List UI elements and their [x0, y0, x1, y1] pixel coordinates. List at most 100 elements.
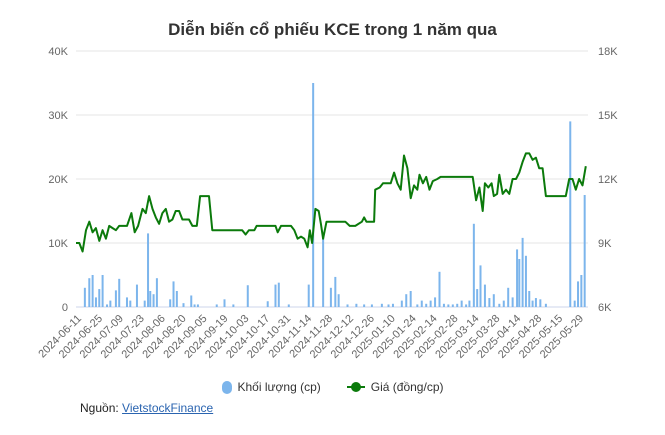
volume-bar [429, 300, 432, 307]
volume-bar [98, 289, 101, 307]
legend-item-volume[interactable]: Khối lượng (cp) [221, 380, 321, 394]
volume-bar [135, 284, 138, 307]
volume-bar [569, 121, 572, 308]
legend-label-price: Giá (đồng/cp) [370, 380, 444, 394]
volume-bar [400, 300, 403, 307]
y-left-tick-label: 10K [48, 238, 68, 250]
y-left-tick-label: 30K [48, 110, 68, 122]
volume-bar [232, 304, 235, 307]
volume-bar [511, 297, 514, 307]
volume-bar [125, 297, 128, 307]
volume-bar [524, 255, 527, 307]
volume-bar [363, 304, 366, 307]
volume-bar [266, 301, 269, 307]
volume-bar [468, 300, 471, 307]
volume-bar [101, 275, 104, 307]
volume-bar [405, 294, 408, 307]
volume-bar [438, 271, 441, 307]
volume-bar [215, 304, 218, 307]
volume-bar [583, 195, 586, 307]
volume-bar [580, 275, 583, 307]
volume-bar [334, 276, 337, 307]
volume-bar [91, 275, 94, 307]
source-credit: Nguồn: VietstockFinance [80, 401, 213, 415]
volume-bar [355, 303, 358, 307]
source-link[interactable]: VietstockFinance [122, 401, 214, 415]
volume-bar [149, 291, 152, 307]
volume-bar [193, 304, 196, 307]
price-legend-marker [346, 382, 365, 392]
volume-bar [380, 303, 383, 307]
volume-bar [246, 285, 249, 307]
volume-bar [223, 299, 226, 307]
volume-bar [329, 287, 332, 307]
volume-bar [274, 284, 277, 307]
volume-legend-marker [221, 380, 232, 394]
y-left-tick-label: 40K [48, 46, 68, 58]
volume-bar [420, 300, 423, 307]
volume-bar [492, 294, 495, 307]
volume-bar [322, 236, 325, 307]
y-right-tick-label: 6K [598, 302, 612, 314]
volume-bar [114, 290, 117, 307]
volume-bar [337, 294, 340, 307]
volume-bar [190, 295, 193, 307]
volume-bar [277, 282, 280, 307]
y-left-tick-label: 0 [62, 302, 68, 314]
volume-bar [465, 304, 468, 307]
volume-bar [370, 304, 373, 307]
volume-bar [483, 284, 486, 307]
volume-bar [409, 291, 412, 307]
volume-bar [287, 304, 290, 307]
volume-bar [479, 265, 482, 307]
volume-bar [169, 299, 172, 307]
y-right-tick-label: 15K [598, 110, 618, 122]
volume-bar [143, 300, 146, 307]
volume-bar [472, 223, 475, 307]
volume-bar [544, 303, 547, 307]
volume-bar [147, 233, 150, 307]
legend-label-volume: Khối lượng (cp) [237, 380, 321, 394]
volume-bar [312, 83, 315, 307]
volume-bar [182, 303, 185, 307]
volume-bar [516, 249, 519, 307]
volume-bar [434, 297, 437, 307]
volume-bar [498, 303, 501, 307]
volume-bar [460, 300, 463, 307]
volume-bar [451, 304, 454, 307]
volume-bar [531, 300, 534, 307]
volume-bar [155, 278, 158, 307]
volume-bar [577, 281, 580, 307]
volume-bar [94, 297, 97, 307]
chart-legend: Khối lượng (cp) Giá (đồng/cp) [0, 380, 665, 394]
volume-bar [307, 284, 310, 307]
y-right-tick-label: 9K [598, 238, 612, 250]
volume-bar [456, 303, 459, 307]
volume-bar [521, 237, 524, 307]
volume-bar [416, 304, 419, 307]
volume-bar [528, 291, 531, 307]
volume-bar [196, 304, 199, 307]
volume-bar [118, 278, 121, 307]
volume-bar [152, 294, 155, 307]
volume-bar [106, 304, 109, 307]
volume-bar [539, 299, 542, 307]
price-line [76, 152, 587, 253]
volume-bar [534, 298, 537, 307]
volume-bar [502, 300, 505, 307]
volume-bar [83, 287, 86, 307]
volume-bar [447, 304, 450, 307]
legend-item-price[interactable]: Giá (đồng/cp) [346, 380, 444, 394]
volume-bar [573, 300, 576, 307]
volume-bar [391, 303, 394, 307]
volume-bar [442, 303, 445, 307]
volume-bar [109, 300, 112, 307]
volume-bar [175, 291, 178, 307]
volume-bar [488, 298, 491, 307]
volume-bar [129, 300, 132, 307]
chart-title: Diễn biến cổ phiếu KCE trong 1 năm qua [168, 20, 497, 39]
y-right-tick-label: 12K [598, 174, 618, 186]
y-right-tick-label: 18K [598, 46, 618, 58]
